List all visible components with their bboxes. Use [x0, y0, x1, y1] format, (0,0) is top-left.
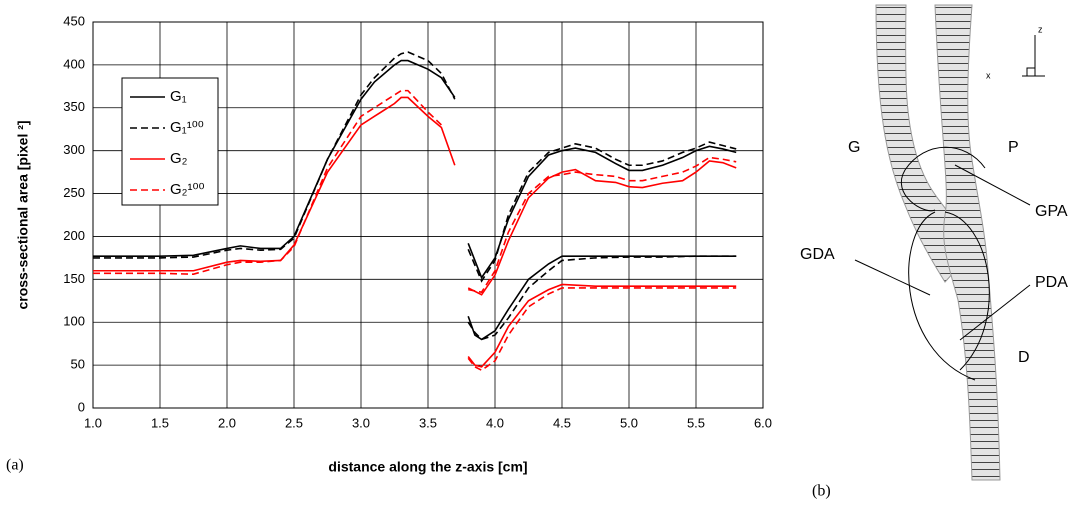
diagram-label: PDA [1035, 274, 1068, 291]
vessel-branch [875, 4, 966, 283]
series-line [93, 89, 737, 372]
y-tick-label: 50 [71, 357, 85, 372]
angle-arc [908, 211, 976, 381]
panel-label: (b) [812, 483, 831, 500]
x-tick-label: 3.0 [352, 415, 370, 430]
legend-label: G₂ [170, 150, 188, 167]
axis-label: x [986, 70, 991, 80]
x-tick-label: 1.5 [151, 415, 169, 430]
legend-label: G₁¹⁰⁰ [170, 119, 204, 136]
axis-box [1026, 67, 1036, 77]
legend-label: G₂¹⁰⁰ [170, 181, 205, 198]
legend: G₁ G₁¹⁰⁰ G₂ G₂¹⁰⁰ [121, 77, 219, 206]
vessel-diagram: z x G P GPA GDA PDA D [800, 4, 1068, 481]
angle-arc [944, 211, 990, 371]
diagram-label: GPA [1035, 203, 1068, 220]
pointer [959, 284, 1031, 341]
series-line [93, 51, 737, 341]
x-tick-label: 4.0 [486, 415, 504, 430]
angle-arc [901, 146, 986, 212]
x-tick-label: 2.0 [218, 415, 236, 430]
x-tick-label: 3.5 [419, 415, 437, 430]
y-tick-label: 300 [63, 142, 85, 157]
y-tick-label: 450 [63, 13, 85, 28]
diagram-label: D [1018, 349, 1030, 366]
x-axis-label: distance along the z-axis [cm] [328, 459, 527, 475]
y-tick-label: 350 [63, 99, 85, 114]
diagram-label: P [1008, 139, 1019, 156]
x-tick-label: 1.0 [84, 415, 102, 430]
y-tick-label: 100 [63, 314, 85, 329]
x-tick-label: 2.5 [285, 415, 303, 430]
diagram-label: GDA [800, 246, 835, 263]
series-line [93, 59, 737, 341]
plot: 0 50 100 150 200 250 300 350 400 450 1.0 1.5 2.0 2.5 3… [63, 13, 772, 430]
x-tick-label: 5.0 [620, 415, 638, 430]
axis-label: z [1038, 24, 1043, 34]
x-tick-label: 6.0 [754, 415, 772, 430]
vessel-trunk [934, 4, 1001, 481]
y-tick-label: 400 [63, 56, 85, 71]
plot-frame [92, 21, 764, 409]
x-tick-label: 4.5 [553, 415, 571, 430]
y-tick-label: 0 [78, 399, 85, 414]
series-line [93, 96, 737, 368]
y-tick-label: 150 [63, 271, 85, 286]
legend-box [121, 77, 219, 206]
y-axis-label: cross-sectional area [pixel ²] [15, 120, 31, 309]
pointer [854, 259, 931, 296]
pointer [954, 164, 1031, 206]
x-tick-label: 5.5 [687, 415, 705, 430]
legend-label: G₁ [170, 88, 187, 105]
diagram-label: G [848, 139, 860, 156]
y-tick-label: 250 [63, 185, 85, 200]
y-tick-label: 200 [63, 228, 85, 243]
panel-label: (a) [6, 457, 24, 474]
